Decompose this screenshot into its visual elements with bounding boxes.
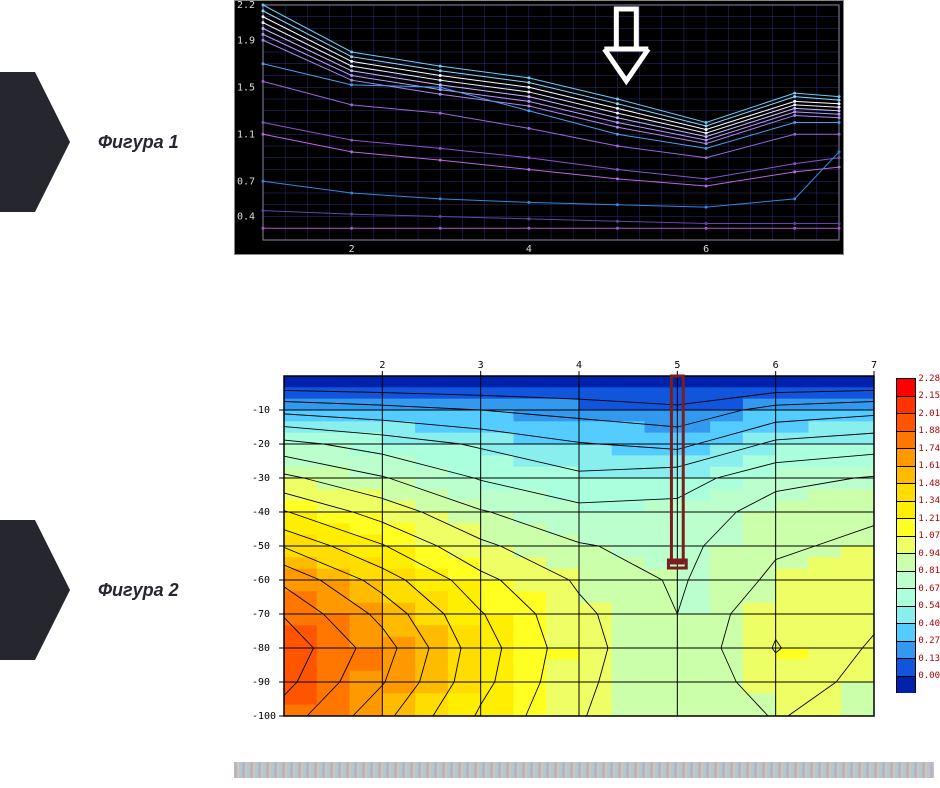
svg-text:0.7: 0.7 — [237, 176, 255, 187]
legend-value: 1.21 — [918, 514, 940, 524]
svg-text:6: 6 — [703, 244, 709, 254]
svg-text:-100: -100 — [252, 711, 276, 722]
arrow-shape — [0, 72, 70, 212]
svg-text:-50: -50 — [252, 541, 270, 552]
arrow-shape — [0, 520, 70, 660]
svg-text:1.5: 1.5 — [237, 82, 255, 93]
svg-text:4: 4 — [526, 244, 532, 254]
figure1-svg: 0.4 0.7 1.1 1.5 1.9 2.2 2 4 6 — [235, 1, 843, 254]
legend-value: 0.54 — [918, 601, 940, 611]
legend-value: 1.74 — [918, 444, 940, 454]
svg-text:2.2: 2.2 — [237, 1, 255, 11]
legend-value: 2.15 — [918, 391, 940, 401]
noise-strip — [234, 762, 934, 778]
figure1-label-text: Фигура 1 — [98, 132, 179, 153]
svg-text:-60: -60 — [252, 575, 270, 586]
legend-value: 1.48 — [918, 479, 940, 489]
legend-value: 2.28 — [918, 374, 940, 384]
figure1-chart: 0.4 0.7 1.1 1.5 1.9 2.2 2 4 6 — [234, 0, 844, 255]
svg-text:-80: -80 — [252, 643, 270, 654]
svg-text:2: 2 — [349, 244, 355, 254]
legend-value: 1.34 — [918, 496, 940, 506]
legend-value: 0.67 — [918, 584, 940, 594]
figure2-label-arrow: Фигура 2 — [0, 520, 179, 660]
figure2-chart: 2 3 4 5 6 7 -10 -20 -30 -40 -50 -60 -70 -80 -90 -100 2.… — [240, 352, 940, 722]
legend-value: 0.13 — [918, 654, 940, 664]
svg-text:1.1: 1.1 — [237, 129, 255, 140]
figure1-label-arrow: Фигура 1 — [0, 72, 179, 212]
legend-value: 0.00 — [918, 671, 940, 681]
svg-text:0.4: 0.4 — [237, 212, 255, 223]
svg-text:5: 5 — [674, 360, 680, 371]
figure2-svg: 2 3 4 5 6 7 -10 -20 -30 -40 -50 -60 -70 -80 -90 -100 — [240, 352, 880, 722]
legend-value: 2.01 — [918, 409, 940, 419]
legend-row: 0.00 — [896, 676, 940, 694]
legend-value: 0.40 — [918, 619, 940, 629]
svg-text:-10: -10 — [252, 405, 270, 416]
svg-text:-90: -90 — [252, 677, 270, 688]
svg-text:1.9: 1.9 — [237, 35, 255, 46]
svg-text:4: 4 — [576, 360, 582, 371]
svg-text:-20: -20 — [252, 439, 270, 450]
svg-text:6: 6 — [773, 360, 779, 371]
legend-value: 1.61 — [918, 461, 940, 471]
legend-value: 1.88 — [918, 426, 940, 436]
legend-value: 0.27 — [918, 636, 940, 646]
svg-text:3: 3 — [478, 360, 484, 371]
figure2-legend: 2.282.152.011.881.741.611.481.341.211.07… — [896, 378, 940, 693]
figure2-label-text: Фигура 2 — [98, 580, 179, 601]
legend-value: 1.07 — [918, 531, 940, 541]
svg-text:7: 7 — [871, 360, 877, 371]
legend-value: 0.94 — [918, 549, 940, 559]
svg-text:-30: -30 — [252, 473, 270, 484]
svg-text:-70: -70 — [252, 609, 270, 620]
legend-value: 0.81 — [918, 566, 940, 576]
svg-text:2: 2 — [379, 360, 385, 371]
svg-text:-40: -40 — [252, 507, 270, 518]
